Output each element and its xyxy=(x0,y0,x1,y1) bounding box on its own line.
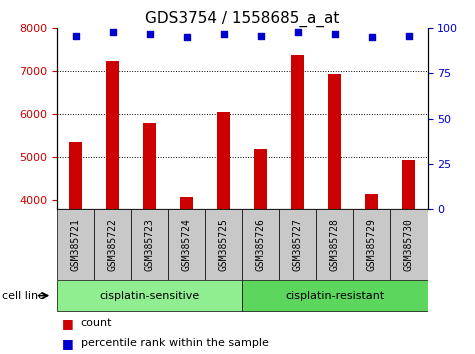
Point xyxy=(368,34,376,40)
Point xyxy=(331,31,339,36)
Bar xyxy=(402,160,416,354)
Bar xyxy=(390,209,428,280)
Text: GSM385724: GSM385724 xyxy=(181,218,192,271)
Bar xyxy=(316,209,353,280)
Point xyxy=(220,31,228,36)
Point xyxy=(109,29,116,35)
Bar xyxy=(69,142,82,354)
Text: GSM385729: GSM385729 xyxy=(367,218,377,271)
Point xyxy=(294,29,302,35)
Point xyxy=(183,34,190,40)
Point xyxy=(146,31,153,36)
Text: GSM385728: GSM385728 xyxy=(330,218,340,271)
Bar xyxy=(242,280,428,311)
Text: GSM385725: GSM385725 xyxy=(218,218,229,271)
Text: GSM385730: GSM385730 xyxy=(404,218,414,271)
Text: ■: ■ xyxy=(62,337,74,350)
Bar xyxy=(131,209,168,280)
Text: cisplatin-sensitive: cisplatin-sensitive xyxy=(99,291,200,301)
Text: GSM385723: GSM385723 xyxy=(144,218,155,271)
Bar xyxy=(328,74,342,354)
Point xyxy=(72,33,79,38)
Bar xyxy=(365,194,379,354)
Text: percentile rank within the sample: percentile rank within the sample xyxy=(81,338,269,348)
Bar xyxy=(254,149,267,354)
Bar xyxy=(279,209,316,280)
Text: ■: ■ xyxy=(62,317,74,330)
Bar xyxy=(242,209,279,280)
Bar xyxy=(106,61,119,354)
Bar xyxy=(143,123,156,354)
Text: GSM385727: GSM385727 xyxy=(293,218,303,271)
Bar xyxy=(94,209,131,280)
Text: GSM385726: GSM385726 xyxy=(256,218,266,271)
Title: GDS3754 / 1558685_a_at: GDS3754 / 1558685_a_at xyxy=(145,11,340,27)
Bar xyxy=(205,209,242,280)
Point xyxy=(405,33,413,38)
Text: GSM385722: GSM385722 xyxy=(107,218,118,271)
Bar xyxy=(353,209,390,280)
Bar xyxy=(57,209,94,280)
Bar xyxy=(180,197,193,354)
Text: count: count xyxy=(81,318,112,329)
Bar xyxy=(217,112,230,354)
Bar xyxy=(291,55,304,354)
Text: cisplatin-resistant: cisplatin-resistant xyxy=(285,291,384,301)
Text: GSM385721: GSM385721 xyxy=(70,218,81,271)
Bar xyxy=(168,209,205,280)
Point xyxy=(257,33,265,38)
Text: cell line: cell line xyxy=(2,291,46,301)
Bar xyxy=(57,280,242,311)
